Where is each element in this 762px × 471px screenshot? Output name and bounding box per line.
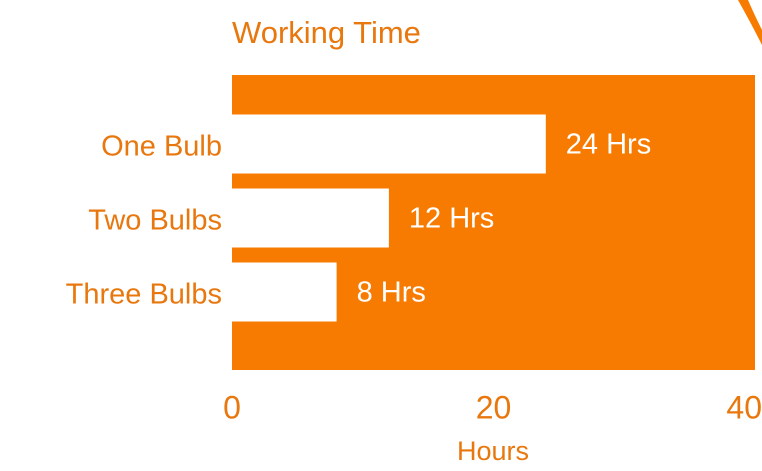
decoration xyxy=(738,0,762,45)
y-tick-label: Two Bulbs xyxy=(88,205,222,237)
chart-title: Working Time xyxy=(232,15,421,50)
page: Working Time Hours 0 20 40 One Bulb 24 Hrs Tw… xyxy=(0,0,762,471)
value-label: 12 Hrs xyxy=(409,203,494,235)
x-tick-label: 40 xyxy=(726,389,762,425)
y-tick-label: One Bulb xyxy=(101,131,222,163)
bar xyxy=(232,115,546,174)
x-tick-label: 0 xyxy=(223,389,241,425)
bar xyxy=(232,263,337,322)
bar xyxy=(232,189,389,248)
chart: Working Time Hours 0 20 40 One Bulb 24 Hrs Tw… xyxy=(0,0,762,471)
x-tick-label: 20 xyxy=(476,389,512,425)
value-label: 8 Hrs xyxy=(357,277,426,309)
y-tick-label: Three Bulbs xyxy=(66,279,222,311)
value-label: 24 Hrs xyxy=(566,129,651,161)
x-axis-label: Hours xyxy=(457,436,529,466)
